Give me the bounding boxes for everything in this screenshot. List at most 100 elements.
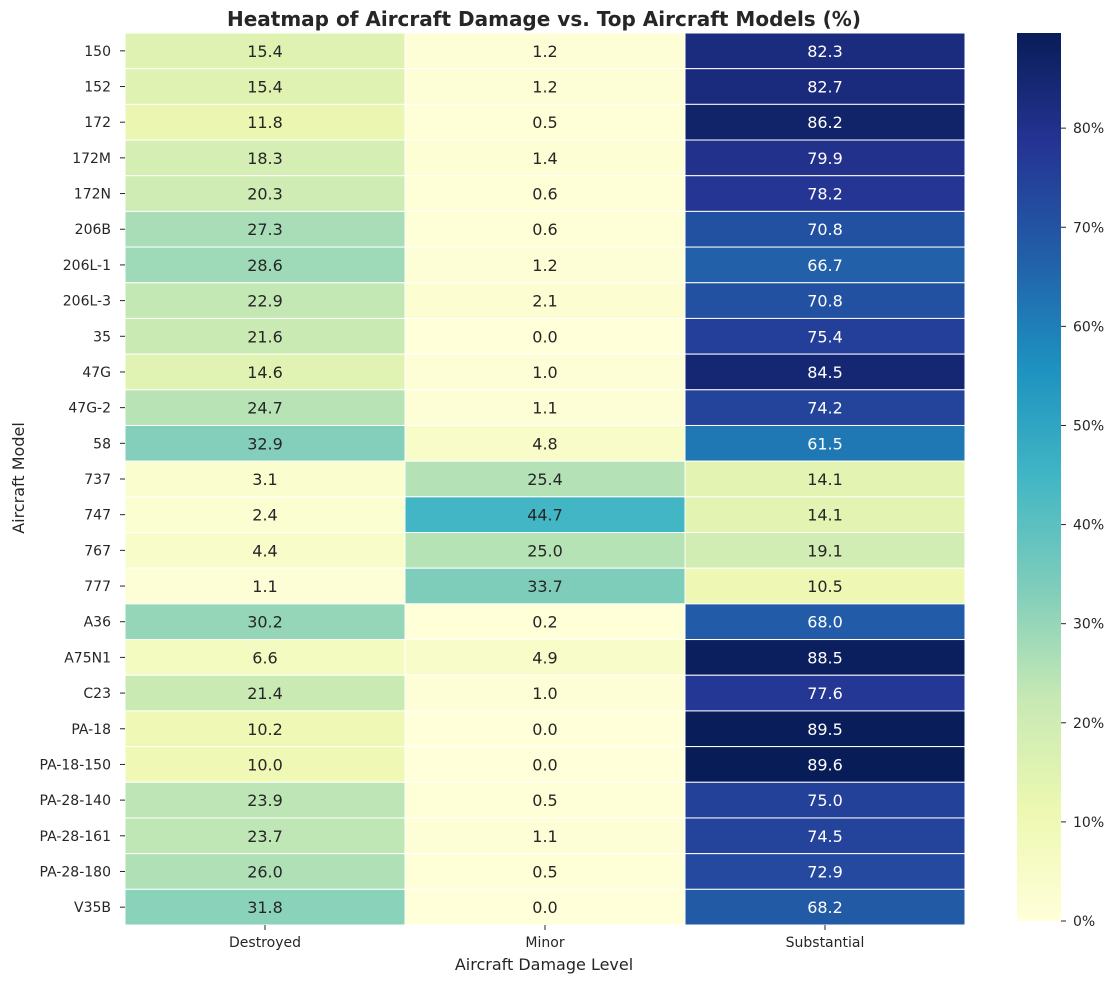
cell-value-label: 88.5	[807, 648, 843, 667]
heatmap-cell	[404, 603, 686, 641]
heatmap-cell	[684, 567, 966, 605]
colorbar-tick-label: 30%	[1073, 617, 1104, 633]
cell-value-label: 1.1	[532, 399, 557, 418]
y-tick-label: 47G	[82, 365, 111, 381]
cell-value-label: 84.5	[807, 363, 843, 382]
cell-value-label: 72.9	[807, 862, 843, 881]
colorbar-tick-label: 20%	[1073, 716, 1104, 732]
heatmap-cell	[404, 460, 686, 498]
heatmap-cell	[684, 246, 966, 284]
heatmap-cell	[124, 139, 406, 177]
cell-value-label: 23.9	[247, 791, 283, 810]
heatmap-cell	[404, 246, 686, 284]
cell-value-label: 24.7	[247, 399, 283, 418]
cell-value-label: 15.4	[247, 78, 283, 97]
colorbar-tick-label: 70%	[1073, 220, 1104, 236]
heatmap-cell	[124, 888, 406, 926]
colorbar-tick-label: 40%	[1073, 518, 1104, 534]
y-tick-label: PA-28-180	[40, 864, 111, 880]
heatmap-cell	[124, 781, 406, 819]
y-tick-label: PA-28-140	[40, 793, 111, 809]
cell-value-label: 14.6	[247, 363, 283, 382]
heatmap-cell	[684, 639, 966, 676]
heatmap-cell	[684, 317, 966, 355]
heatmap-cell	[684, 424, 966, 462]
heatmap-cell	[124, 353, 406, 391]
cell-value-label: 0.0	[532, 720, 557, 739]
y-tick-label: A36	[84, 615, 111, 631]
x-tick-label: Substantial	[786, 935, 865, 951]
heatmap-cell	[684, 460, 966, 498]
colorbar	[1017, 33, 1061, 921]
cell-value-label: 89.5	[807, 720, 843, 739]
cell-value-label: 68.0	[807, 613, 843, 632]
y-tick-label: 767	[84, 543, 111, 559]
cell-value-label: 66.7	[807, 256, 843, 275]
cell-value-label: 2.1	[532, 292, 557, 311]
cell-value-label: 0.6	[532, 220, 557, 239]
cell-value-label: 74.2	[807, 399, 843, 418]
cell-value-label: 10.0	[247, 755, 283, 774]
heatmap-cell	[404, 210, 686, 248]
cell-value-label: 4.9	[532, 648, 557, 667]
cell-value-label: 86.2	[807, 113, 843, 132]
heatmap-cell	[684, 603, 966, 641]
heatmap-cell	[684, 32, 966, 70]
x-tick-labels: Destroyed Minor Substantial	[229, 925, 864, 951]
cell-value-label: 0.0	[532, 898, 557, 917]
cell-value-label: 0.2	[532, 613, 557, 632]
heatmap-cell	[404, 175, 686, 212]
heatmap-cell	[684, 817, 966, 855]
cell-value-label: 1.2	[532, 78, 557, 97]
cell-value-label: 15.4	[247, 42, 283, 61]
heatmap-cells: 15.4 1.2 82.3 15.4 1.2 82.7 11.8 0.5 86.2 18.3 1.4…	[124, 32, 966, 926]
y-tick-label: A75N1	[64, 650, 111, 666]
y-tick-label: 150	[84, 44, 111, 60]
cell-value-label: 23.7	[247, 827, 283, 846]
heatmap-cell	[684, 282, 966, 319]
heatmap-cell	[124, 246, 406, 284]
cell-value-label: 0.6	[532, 185, 557, 204]
x-tick-label: Minor	[525, 935, 564, 951]
colorbar-tick-label: 80%	[1073, 121, 1104, 137]
y-tick-label: C23	[83, 686, 111, 702]
heatmap-cell	[124, 746, 406, 783]
heatmap-cell	[404, 282, 686, 319]
colorbar-tick-label: 60%	[1073, 319, 1104, 335]
heatmap-cell	[404, 353, 686, 391]
cell-value-label: 32.9	[247, 434, 283, 453]
y-tick-label: 206L-3	[63, 294, 111, 310]
heatmap-cell	[404, 567, 686, 605]
cell-value-label: 4.8	[532, 434, 557, 453]
heatmap-cell	[124, 496, 406, 534]
cell-value-label: 82.7	[807, 78, 843, 97]
cell-value-label: 0.5	[532, 791, 557, 810]
cell-value-label: 78.2	[807, 185, 843, 204]
y-tick-label: 47G-2	[68, 401, 111, 417]
cell-value-label: 4.4	[252, 541, 277, 560]
colorbar-tick-label: 10%	[1073, 815, 1104, 831]
y-tick-label: 747	[84, 508, 111, 524]
cell-value-label: 1.0	[532, 363, 557, 382]
heatmap-cell	[124, 32, 406, 70]
cell-value-label: 82.3	[807, 42, 843, 61]
cell-value-label: 2.4	[252, 506, 277, 525]
y-tick-label: 206L-1	[63, 258, 111, 274]
heatmap-cell	[684, 853, 966, 890]
cell-value-label: 75.4	[807, 327, 843, 346]
y-tick-label: PA-18	[71, 722, 111, 738]
cell-value-label: 31.8	[247, 898, 283, 917]
y-tick-label: 172M	[72, 151, 111, 167]
cell-value-label: 33.7	[527, 577, 563, 596]
cell-value-label: 68.2	[807, 898, 843, 917]
cell-value-label: 70.8	[807, 220, 843, 239]
cell-value-label: 21.4	[247, 684, 283, 703]
y-tick-label: 206B	[75, 222, 111, 238]
heatmap-cell	[124, 532, 406, 569]
heatmap-cell	[684, 888, 966, 926]
heatmap-cell	[404, 674, 686, 712]
heatmap-cell	[124, 567, 406, 605]
cell-value-label: 18.3	[247, 149, 283, 168]
cell-value-label: 14.1	[807, 470, 843, 489]
